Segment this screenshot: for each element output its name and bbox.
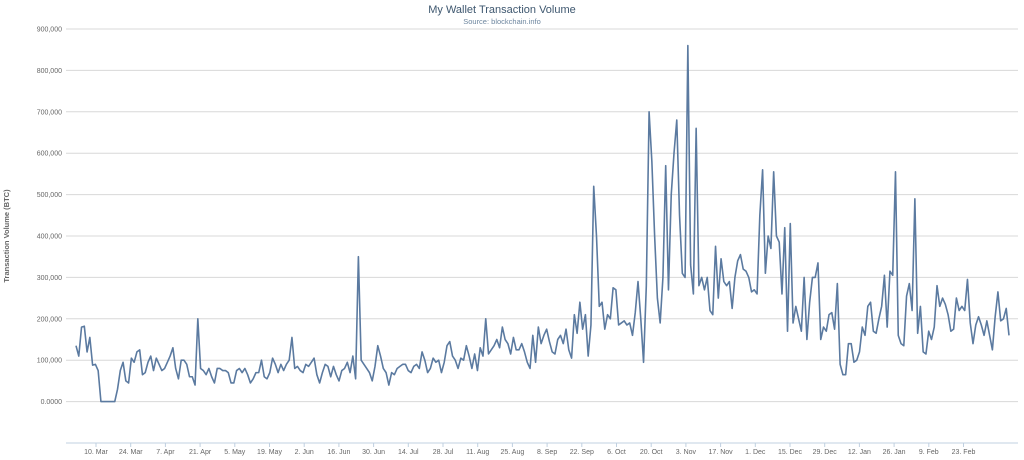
x-tick-label: 8. Sep (537, 449, 557, 456)
x-tick-label: 21. Apr (189, 449, 212, 456)
x-tick-label: 22. Sep (570, 449, 594, 456)
x-tick-label: 15. Dec (778, 449, 803, 456)
x-tick-label: 14. Jul (398, 449, 419, 456)
x-tick-label: 6. Oct (607, 449, 626, 456)
x-tick-label: 24. Mar (119, 449, 143, 456)
y-axis-title: Transaction Volume (BTC) (2, 189, 11, 283)
x-tick-label: 7. Apr (156, 449, 175, 456)
x-tick-label: 20. Oct (640, 449, 663, 456)
y-tick-label: 400,000 (37, 234, 62, 241)
x-tick-label: 16. Jun (327, 449, 350, 456)
chart-subtitle: Source: blockchain.info (463, 17, 541, 26)
x-tick-label: 11. Aug (466, 449, 489, 456)
chart-title: My Wallet Transaction Volume (428, 4, 576, 16)
series-line (75, 44, 1010, 403)
y-tick-label: 600,000 (37, 151, 62, 158)
x-tick-label: 17. Nov (709, 449, 734, 456)
x-axis-ticks: 10. Mar 24. Mar 7. Apr 21. Apr 5. May 19. May… (84, 443, 975, 456)
y-tick-label: 0.0000 (41, 399, 63, 406)
x-tick-label: 29. Dec (813, 449, 838, 456)
x-tick-label: 28. Jul (433, 449, 454, 456)
x-tick-label: 5. May (224, 449, 246, 456)
x-tick-label: 30. Jun (362, 449, 385, 456)
x-tick-label: 3. Nov (676, 449, 697, 456)
y-tick-label: 800,000 (37, 68, 62, 75)
y-tick-label: 500,000 (37, 192, 62, 199)
y-axis-ticks: 0.0000 100,000 200,000 300,000 400,000 500,00… (37, 27, 62, 407)
x-tick-label: 26. Jan (883, 449, 906, 456)
x-tick-label: 19. May (257, 449, 282, 456)
x-tick-label: 9. Feb (919, 449, 939, 456)
y-tick-label: 100,000 (37, 358, 62, 365)
series-layer (75, 44, 1010, 403)
y-tick-label: 900,000 (37, 27, 62, 34)
grid-lines (66, 28, 1018, 403)
y-tick-label: 200,000 (37, 316, 62, 323)
x-tick-label: 10. Mar (84, 449, 108, 456)
y-tick-label: 300,000 (37, 275, 62, 282)
x-tick-label: 2. Jun (295, 449, 314, 456)
x-tick-label: 23. Feb (952, 449, 976, 456)
x-tick-label: 25. Aug (501, 449, 525, 456)
x-tick-label: 1. Dec (745, 449, 766, 456)
y-tick-label: 700,000 (37, 109, 62, 116)
x-tick-label: 12. Jan (848, 449, 871, 456)
